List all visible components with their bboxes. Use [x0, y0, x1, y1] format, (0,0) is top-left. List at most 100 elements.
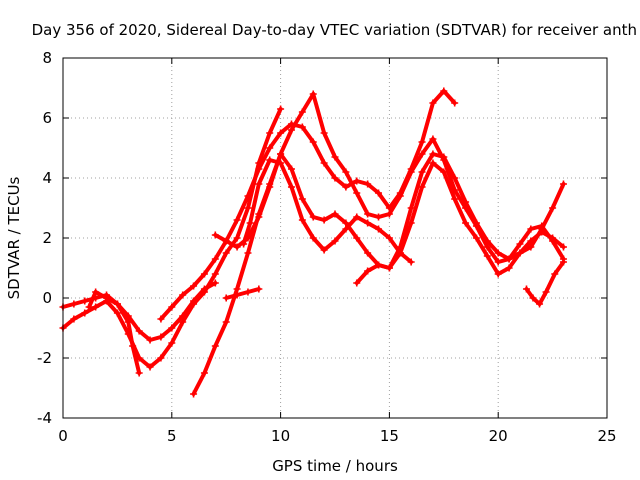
data-trace-segment: [104, 296, 120, 306]
data-trace-segment: [245, 215, 261, 240]
data-trace-segment: [398, 251, 414, 264]
y-tick-label: 4: [42, 169, 52, 187]
data-trace-segment: [441, 158, 457, 192]
data-trace-segment: [452, 188, 468, 210]
series-track-4: [157, 87, 459, 323]
data-trace-segment: [82, 305, 98, 315]
data-trace-segment: [169, 320, 185, 345]
data-trace-segment: [158, 305, 174, 321]
series-track-9: [353, 150, 567, 287]
data-trace-segment: [115, 311, 131, 336]
data-trace-segment: [213, 320, 229, 348]
data-trace-segment: [365, 182, 381, 195]
data-trace-segment: [354, 236, 370, 255]
data-trace-segment: [463, 200, 479, 225]
data-trace-segment: [300, 197, 316, 219]
data-trace-segment: [376, 191, 392, 210]
data-trace-segment: [452, 197, 468, 225]
data-point: [451, 99, 459, 107]
y-axis-label: SDTVAR / TECUs: [5, 176, 23, 299]
data-trace-segment: [387, 194, 403, 216]
data-trace-segment: [300, 92, 316, 114]
data-trace-segment: [256, 185, 272, 219]
data-trace-segment: [420, 152, 435, 174]
data-point: [559, 243, 567, 251]
data-trace-segment: [496, 251, 512, 261]
y-tick-label: -4: [37, 409, 52, 427]
data-trace-segment: [148, 356, 163, 369]
data-trace-segment: [354, 215, 370, 225]
data-trace-segment: [115, 302, 131, 324]
data-trace-segment: [452, 176, 468, 204]
data-trace-segment: [539, 230, 555, 240]
data-trace-segment: [398, 221, 414, 255]
data-trace-segment: [409, 140, 425, 171]
data-trace-segment: [248, 182, 261, 225]
data-trace-segment: [311, 236, 327, 252]
series-track-10: [522, 258, 567, 308]
data-trace-segment: [354, 269, 370, 285]
data-trace-segment: [430, 89, 446, 105]
x-tick-label: 5: [167, 427, 177, 445]
data-trace-segment: [365, 263, 381, 273]
data-trace-segment: [333, 155, 348, 174]
data-trace-segment: [485, 254, 501, 276]
data-trace-segment: [191, 290, 207, 306]
data-trace-segment: [224, 218, 240, 243]
y-tick-label: 8: [42, 49, 52, 67]
data-trace-segment: [267, 152, 283, 189]
data-trace-segment: [550, 236, 566, 249]
x-axis-label: GPS time / hours: [272, 457, 398, 475]
data-trace-segment: [333, 227, 348, 243]
data-trace-segment: [398, 206, 414, 249]
data-trace-segment: [191, 287, 207, 303]
data-trace-segment: [552, 260, 566, 276]
data-trace-segment: [93, 299, 109, 309]
data-trace-segment: [256, 146, 272, 171]
data-trace-segment: [256, 158, 272, 186]
data-trace-segment: [485, 239, 501, 255]
data-trace-segment: [333, 176, 348, 189]
y-tick-label: 2: [42, 229, 52, 247]
y-tick-label: 0: [42, 289, 52, 307]
data-trace-segment: [241, 221, 253, 246]
data-trace-segment: [289, 110, 305, 132]
data-trace-segment: [169, 293, 185, 309]
data-trace-segment: [537, 290, 549, 306]
data-trace-segment: [409, 185, 425, 225]
data-trace-segment: [104, 299, 120, 315]
data-trace-segment: [278, 122, 294, 135]
data-trace-segment: [87, 290, 98, 309]
data-trace-segment: [278, 161, 294, 189]
data-trace-segment: [430, 161, 446, 174]
data-trace-segment: [333, 212, 348, 225]
data-trace-segment: [311, 92, 327, 135]
data-trace-segment: [126, 314, 142, 333]
data-trace-segment: [126, 320, 135, 348]
data-trace-segment: [158, 326, 174, 339]
data-trace-segment: [474, 236, 490, 258]
data-trace-segment: [202, 344, 218, 375]
data-point: [211, 279, 219, 287]
data-trace-segment: [517, 245, 533, 255]
data-trace-segment: [267, 107, 283, 135]
data-trace-segment: [180, 284, 196, 297]
data-trace-segment: [278, 128, 294, 156]
data-trace-segment: [485, 245, 501, 264]
data-trace-segment: [235, 206, 250, 240]
data-trace-segment: [191, 371, 207, 396]
data-trace-segment: [517, 227, 533, 246]
data-trace-segment: [441, 89, 457, 105]
data-trace-segment: [213, 233, 229, 243]
x-tick-label: 0: [58, 427, 68, 445]
data-trace-segment: [343, 215, 359, 231]
data-trace-segment: [213, 239, 229, 261]
data-trace-segment: [202, 281, 218, 291]
data-trace-segment: [398, 170, 414, 198]
data-trace-segment: [354, 191, 370, 216]
series-track-7: [240, 156, 415, 266]
data-trace-segment: [130, 344, 142, 375]
x-tick-label: 15: [380, 427, 399, 445]
data-trace-segment: [550, 182, 566, 210]
